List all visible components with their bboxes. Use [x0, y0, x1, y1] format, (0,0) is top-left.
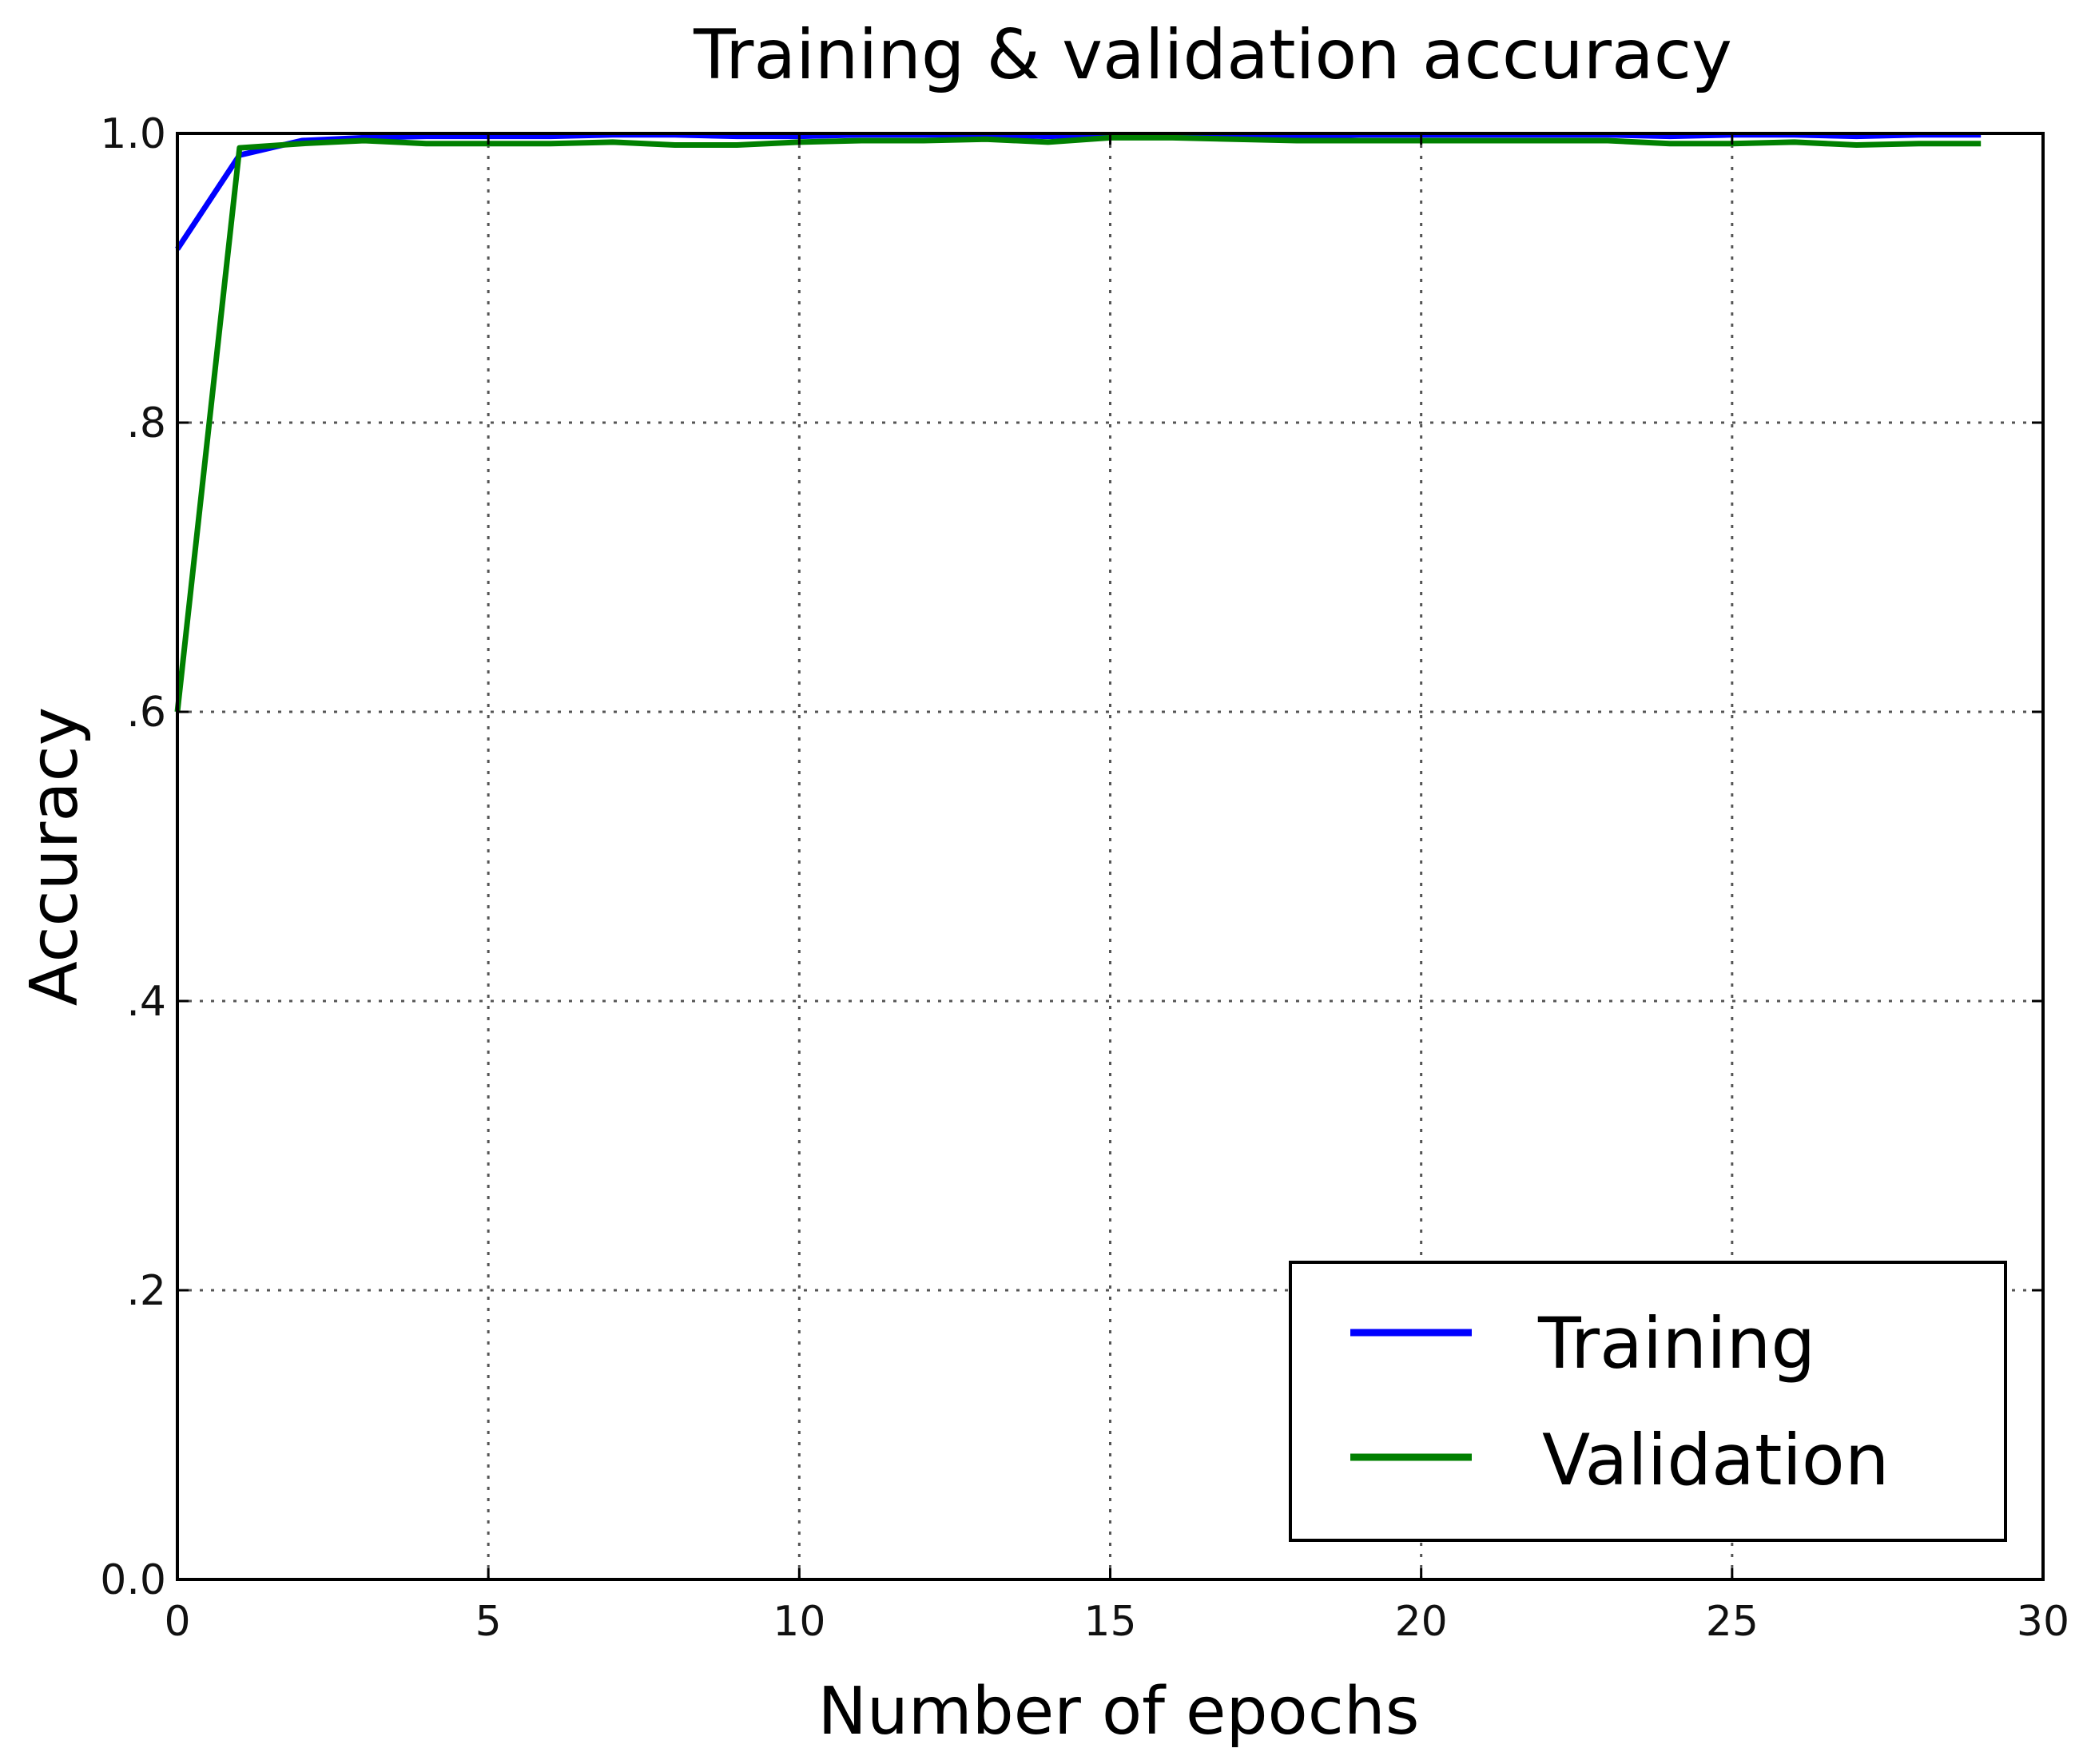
- y-tick-label: 1.0: [100, 110, 166, 158]
- x-tick-label: 0: [164, 1598, 190, 1646]
- legend-box: [1289, 1261, 2007, 1542]
- x-axis-label: Number of epochs: [817, 1674, 1419, 1750]
- y-tick-label: 0.0: [100, 1556, 166, 1604]
- series-lines: [174, 132, 1982, 713]
- series-line-training: [175, 132, 1982, 251]
- x-tick-label: 15: [1083, 1598, 1136, 1646]
- axis-ticks: 0 5 10 15 20 25 30 0.0 .2 .4 .6 .8 1.0: [100, 110, 2069, 1646]
- legend: Training Validation: [1289, 1261, 2007, 1542]
- legend-label-validation: Validation: [1542, 1419, 1890, 1501]
- y-tick-label: .2: [126, 1267, 166, 1315]
- y-tick-label: .4: [126, 978, 166, 1026]
- x-tick-label: 5: [475, 1598, 502, 1646]
- legend-label-training: Training: [1537, 1302, 1815, 1385]
- y-tick-label: .6: [126, 689, 166, 737]
- chart-title: Training & validation accuracy: [693, 15, 1732, 95]
- x-tick-label: 20: [1395, 1598, 1448, 1646]
- y-tick-label: .8: [126, 399, 166, 447]
- series-line-validation: [174, 134, 1982, 713]
- x-tick-label: 10: [773, 1598, 825, 1646]
- y-axis-label: Accuracy: [17, 707, 93, 1006]
- x-tick-label: 30: [2017, 1598, 2069, 1646]
- x-tick-label: 25: [1706, 1598, 1759, 1646]
